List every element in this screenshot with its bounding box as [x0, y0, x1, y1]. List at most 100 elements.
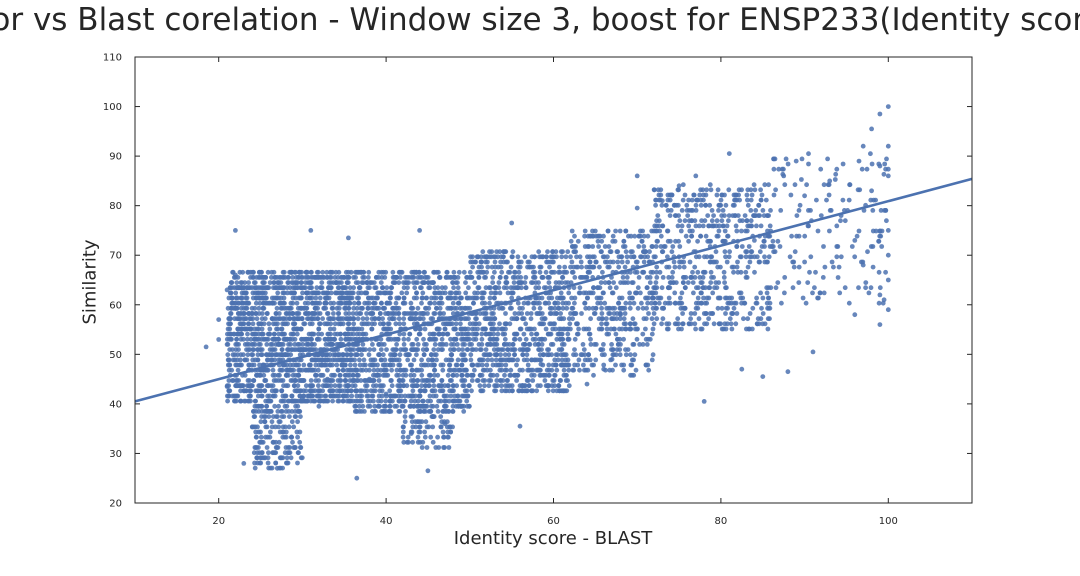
data-point [459, 372, 465, 378]
data-point [316, 326, 322, 332]
data-point [464, 295, 470, 301]
data-point [747, 223, 752, 229]
data-point [572, 233, 577, 239]
data-point [658, 192, 664, 198]
data-point [283, 429, 289, 435]
x-tick-label: 100 [879, 516, 898, 527]
data-point [417, 326, 422, 332]
data-point [453, 321, 459, 327]
data-point [316, 398, 322, 404]
data-point [405, 434, 411, 440]
data-point [434, 326, 440, 332]
data-point [687, 259, 693, 265]
data-point [645, 233, 651, 239]
data-point [409, 342, 415, 347]
data-point [525, 362, 531, 368]
data-point [369, 321, 375, 327]
data-point [241, 336, 246, 342]
data-point [733, 223, 739, 229]
data-point [315, 367, 321, 373]
data-point [623, 352, 629, 358]
data-point [683, 233, 689, 239]
data-point [340, 285, 346, 291]
data-point [808, 254, 814, 260]
data-point [419, 362, 424, 368]
data-point [267, 393, 272, 399]
data-point [463, 367, 468, 373]
data-point [320, 316, 325, 322]
data-point [621, 316, 627, 322]
data-point [734, 311, 740, 316]
data-point [383, 326, 389, 332]
data-point [659, 285, 665, 291]
data-point [314, 285, 320, 291]
data-point [417, 409, 423, 414]
data-point [748, 249, 754, 255]
data-point [289, 311, 295, 316]
data-point [236, 347, 241, 352]
data-point [265, 460, 271, 466]
data-point [328, 269, 334, 275]
data-point [238, 331, 244, 337]
data-point [253, 409, 259, 414]
data-point [671, 259, 677, 265]
data-point [602, 259, 608, 265]
data-point [576, 326, 581, 332]
data-point [743, 249, 749, 255]
data-point [407, 311, 413, 316]
data-point [593, 259, 599, 265]
data-point [377, 321, 383, 327]
data-point [358, 311, 364, 316]
data-point [370, 295, 376, 301]
data-point [561, 316, 567, 322]
data-point [524, 311, 530, 316]
data-point [352, 362, 358, 368]
data-point [290, 331, 296, 337]
data-point [336, 285, 342, 291]
data-point [717, 295, 723, 301]
data-point [348, 352, 354, 358]
data-point [343, 378, 348, 383]
data-point [245, 321, 251, 327]
data-point [259, 450, 265, 456]
data-point [554, 311, 559, 316]
data-point [470, 254, 475, 260]
data-point [254, 316, 260, 322]
data-point [285, 321, 290, 327]
data-point [423, 383, 428, 389]
data-point [660, 275, 666, 280]
data-point [351, 285, 356, 291]
data-point [459, 362, 465, 368]
data-point [283, 372, 289, 378]
data-point [372, 403, 378, 409]
data-point [414, 295, 419, 301]
data-point [372, 388, 378, 394]
data-point [460, 383, 466, 389]
data-point [454, 383, 460, 389]
data-point [698, 280, 704, 285]
data-point [400, 434, 406, 440]
data-point [474, 362, 480, 368]
data-point [259, 295, 264, 301]
data-point [300, 396, 305, 402]
data-point [659, 249, 665, 255]
data-point [672, 290, 678, 296]
data-point [440, 388, 446, 394]
data-point [869, 161, 875, 167]
data-point [595, 300, 601, 306]
data-point [726, 151, 732, 157]
data-point [578, 352, 584, 358]
data-point [559, 280, 565, 285]
data-point [266, 285, 272, 291]
data-point [497, 249, 503, 255]
data-point [628, 233, 634, 239]
data-point [635, 285, 641, 291]
data-point [631, 254, 637, 260]
data-point [282, 398, 287, 404]
data-point [350, 378, 356, 383]
data-point [658, 233, 664, 239]
data-point [380, 305, 386, 311]
data-point [618, 280, 623, 285]
data-point [363, 347, 368, 352]
data-point [530, 336, 536, 342]
